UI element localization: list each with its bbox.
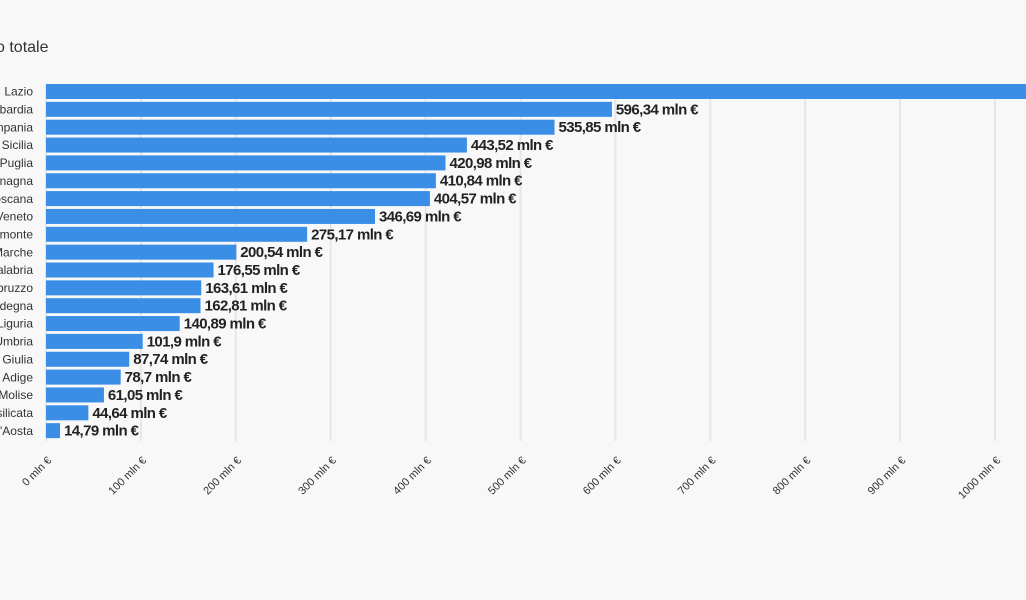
bar: [46, 423, 61, 439]
bar: [46, 101, 612, 117]
bar: [46, 84, 1026, 99]
x-tick-label: 500 mln €: [486, 455, 529, 498]
bar: [46, 387, 104, 403]
category-label: degna: [0, 299, 33, 313]
category-label: bardia: [0, 103, 33, 117]
value-label: 44,64 mln €: [92, 405, 168, 422]
value-label: 596,34 mln €: [616, 101, 699, 118]
bar: [46, 351, 130, 367]
category-label: Sicilia: [2, 138, 34, 152]
bar: [46, 316, 180, 332]
category-label: Veneto: [0, 210, 33, 224]
x-tick-label: 700 mln €: [676, 455, 719, 498]
category-label: Molise: [0, 388, 33, 402]
x-tick-label: 400 mln €: [391, 455, 434, 498]
bar: [46, 369, 121, 385]
category-label: silicata: [0, 406, 33, 420]
value-label: 200,54 mln €: [240, 244, 323, 261]
x-tick-label: 0 mln €: [20, 455, 54, 489]
bar: [46, 137, 467, 153]
x-tick-label: 200 mln €: [201, 455, 244, 498]
bar: [46, 226, 308, 242]
x-tick-label: 900 mln €: [866, 455, 909, 498]
value-label: 140,89 mln €: [184, 316, 267, 333]
category-label: Marche: [0, 245, 33, 259]
value-label: 101,9 mln €: [147, 333, 223, 350]
bar: [46, 405, 89, 421]
value-label: 404,57 mln €: [434, 191, 517, 208]
category-label: Liguria: [0, 317, 33, 331]
x-tick-label: 600 mln €: [581, 455, 624, 498]
value-label: 162,81 mln €: [205, 298, 288, 315]
bar: [46, 280, 202, 296]
value-label: 61,05 mln €: [108, 387, 184, 404]
category-label: Giulia: [2, 352, 33, 366]
category-label: bruzzo: [0, 281, 33, 295]
bar: [46, 119, 555, 135]
bar: [46, 191, 430, 207]
category-label: oscana: [0, 192, 33, 206]
category-label: monte: [0, 227, 33, 241]
x-tick-label: 800 mln €: [771, 455, 814, 498]
bar: [46, 208, 376, 224]
bar: [46, 262, 214, 278]
category-label: npania: [0, 120, 33, 134]
category-label: Puglia: [0, 156, 33, 170]
value-label: 87,74 mln €: [133, 351, 209, 368]
x-tick-label: 300 mln €: [296, 455, 339, 498]
category-label: Adige: [2, 370, 33, 384]
category-label: Umbria: [0, 335, 33, 349]
value-label: 163,61 mln €: [205, 280, 288, 297]
category-label: Lazio: [4, 85, 33, 99]
bar: [46, 244, 237, 260]
bar: [46, 155, 446, 171]
bar: [46, 298, 201, 314]
category-label: nagna: [0, 174, 33, 188]
bar: [46, 333, 143, 349]
value-label: 535,85 mln €: [559, 119, 642, 136]
value-label: 78,7 mln €: [125, 369, 193, 386]
value-label: 420,98 mln €: [450, 155, 533, 172]
bar: [46, 173, 436, 189]
value-label: 346,69 mln €: [379, 208, 462, 225]
value-label: 176,55 mln €: [218, 262, 301, 279]
x-tick-label: 1000 mln €: [956, 455, 1003, 502]
category-label: 'Aosta: [0, 424, 33, 438]
x-tick-label: 100 mln €: [106, 455, 149, 498]
value-label: 443,52 mln €: [471, 137, 554, 154]
value-label: 410,84 mln €: [440, 173, 523, 190]
value-label: 14,79 mln €: [64, 423, 140, 440]
category-label: alabria: [0, 263, 33, 277]
value-label: 275,17 mln €: [311, 226, 394, 243]
chart-title: o totale: [0, 39, 49, 56]
